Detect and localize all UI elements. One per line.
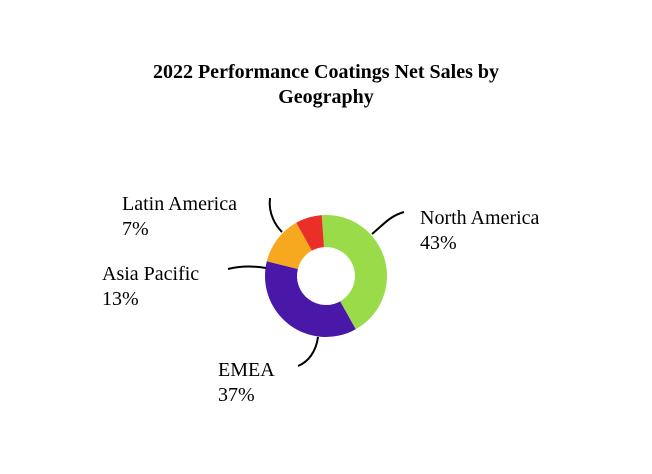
leader-line-latin-america — [268, 197, 283, 233]
chart-title: 2022 Performance Coatings Net Sales by G… — [0, 60, 652, 110]
slice-percent: 37% — [218, 384, 255, 406]
slice-name: Asia Pacific — [102, 263, 200, 285]
donut-slice-latin-america — [296, 215, 324, 251]
slice-name: EMEA — [218, 359, 275, 381]
leader-line-north-america — [371, 211, 405, 235]
slice-label-emea: EMEA 37% — [218, 358, 275, 408]
slice-name: North America — [420, 207, 540, 229]
donut-slice-asia-pacific — [266, 222, 312, 269]
slice-label-asia-pacific: Asia Pacific 13% — [102, 262, 199, 312]
leader-line-asia-pacific — [227, 265, 267, 270]
donut-slice-emea — [264, 261, 356, 337]
leader-line-emea — [297, 336, 319, 367]
chart-title-line-2: Geography — [278, 86, 374, 108]
slice-percent: 43% — [420, 232, 457, 254]
slice-label-north-america: North America 43% — [420, 206, 539, 256]
donut-slice-north-america — [321, 215, 387, 330]
chart-title-line-1: 2022 Performance Coatings Net Sales by — [152, 61, 500, 83]
slice-percent: 7% — [122, 218, 149, 240]
slice-label-latin-america: Latin America 7% — [122, 192, 237, 242]
slice-name: Latin America — [122, 193, 237, 215]
slice-percent: 13% — [102, 288, 139, 310]
